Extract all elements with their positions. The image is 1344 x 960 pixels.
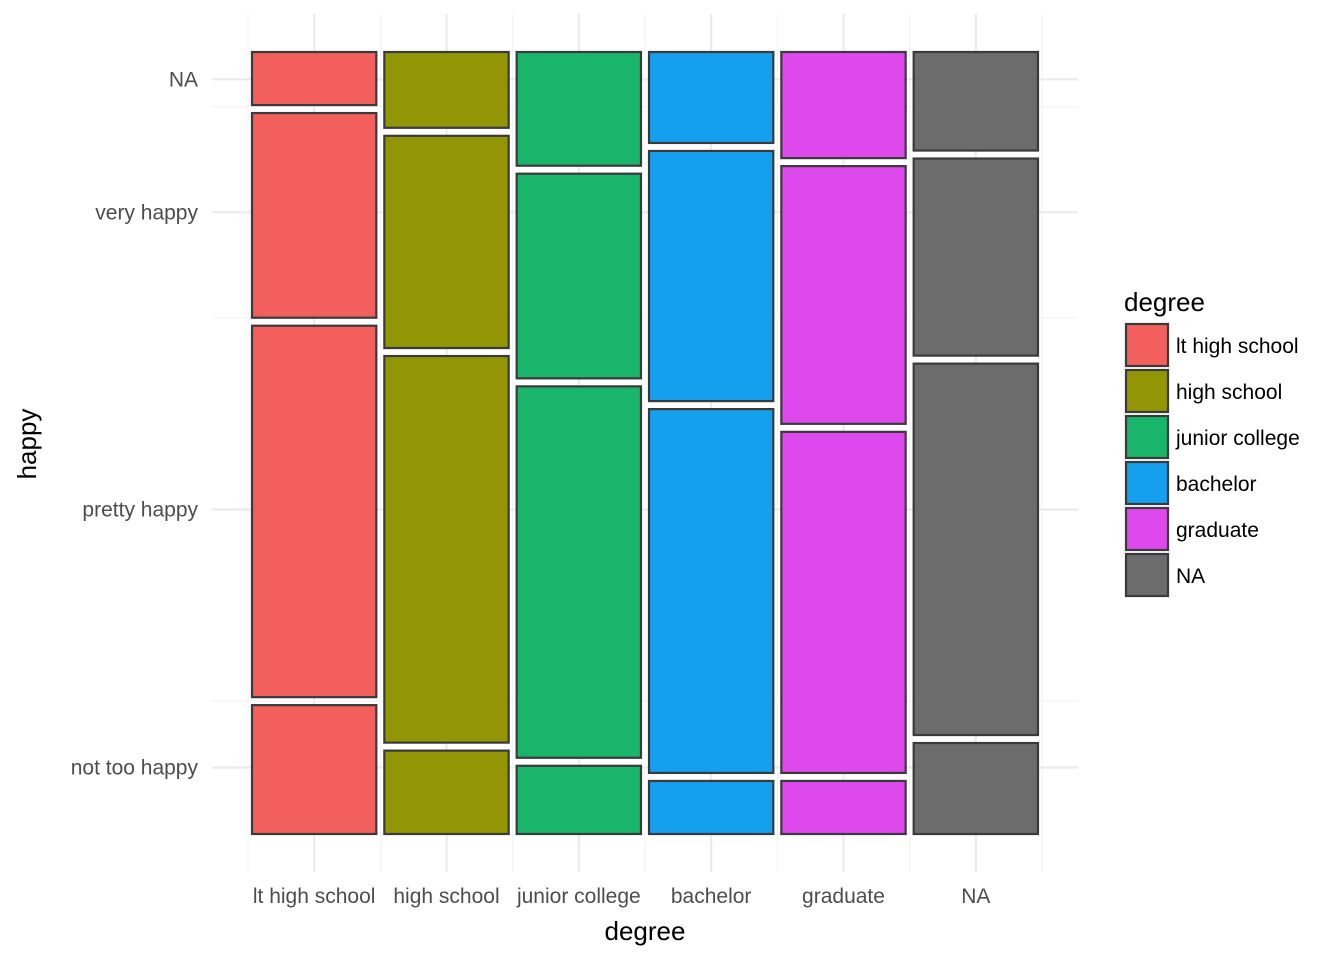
legend-swatch-lt-high-school — [1124, 322, 1170, 368]
tile-graduate-very-happy — [780, 165, 907, 425]
tile-high-school-very-happy — [383, 134, 510, 350]
legend-label-lt-high-school: lt high school — [1176, 335, 1299, 358]
tile-junior-college-na — [515, 50, 643, 167]
tile-lt-high-school-pretty-happy — [250, 324, 378, 699]
tile-graduate-na — [780, 50, 907, 160]
tile-lt-high-school-very-happy — [250, 111, 378, 319]
x-tick-label-high-school: high school — [393, 885, 499, 908]
tile-graduate-pretty-happy — [780, 430, 907, 775]
legend-label-na: NA — [1176, 565, 1205, 588]
x-tick-label-junior-college: junior college — [516, 885, 641, 908]
legend-title: degree — [1124, 287, 1205, 317]
tile-high-school-not-too-happy — [383, 749, 510, 836]
x-tick-label-graduate: graduate — [802, 885, 885, 908]
legend-swatch-graduate — [1124, 506, 1170, 552]
tile-bachelor-na — [647, 50, 775, 145]
legend-swatch-junior-college — [1124, 414, 1170, 460]
legend-swatch-high-school — [1124, 368, 1170, 414]
x-tick-label-na: NA — [961, 885, 990, 908]
tile-bachelor-pretty-happy — [647, 408, 775, 775]
legend-swatch-bachelor — [1124, 460, 1170, 506]
legend-label-high-school: high school — [1176, 381, 1282, 404]
y-tick-label-na: NA — [169, 68, 198, 91]
y-tick-label-not-too-happy: not too happy — [71, 757, 199, 780]
tile-junior-college-very-happy — [515, 172, 643, 380]
tile-junior-college-pretty-happy — [515, 385, 643, 759]
mosaic-tiles — [250, 50, 1040, 836]
tile-bachelor-very-happy — [647, 149, 775, 403]
legend: degree lt high school high school junior c… — [1124, 287, 1300, 598]
tile-graduate-not-too-happy — [780, 779, 907, 836]
y-tick-label-very-happy: very happy — [95, 201, 198, 224]
x-axis-ticks: lt high school high school junior college b… — [253, 885, 991, 908]
tile-lt-high-school-na — [250, 50, 378, 107]
tile-na-na — [912, 50, 1040, 152]
legend-label-bachelor: bachelor — [1176, 473, 1257, 496]
tile-na-pretty-happy — [912, 362, 1040, 737]
tile-na-very-happy — [912, 157, 1040, 357]
x-tick-label-lt-high-school: lt high school — [253, 885, 376, 908]
tile-high-school-pretty-happy — [383, 354, 510, 744]
legend-label-graduate: graduate — [1176, 519, 1259, 542]
tile-high-school-na — [383, 50, 510, 129]
y-axis-ticks: not too happy pretty happy very happy NA — [71, 68, 199, 779]
tile-lt-high-school-not-too-happy — [250, 704, 378, 836]
x-tick-label-bachelor: bachelor — [671, 885, 752, 908]
x-axis-title: degree — [605, 916, 686, 946]
tile-bachelor-not-too-happy — [647, 779, 775, 836]
y-tick-label-pretty-happy: pretty happy — [82, 498, 198, 521]
tile-na-not-too-happy — [912, 741, 1040, 836]
tile-junior-college-not-too-happy — [515, 764, 643, 836]
legend-label-junior-college: junior college — [1175, 427, 1300, 450]
y-axis-title: happy — [12, 409, 42, 480]
legend-swatch-na — [1124, 552, 1170, 598]
legend-items: lt high school high school junior college b… — [1124, 322, 1300, 598]
